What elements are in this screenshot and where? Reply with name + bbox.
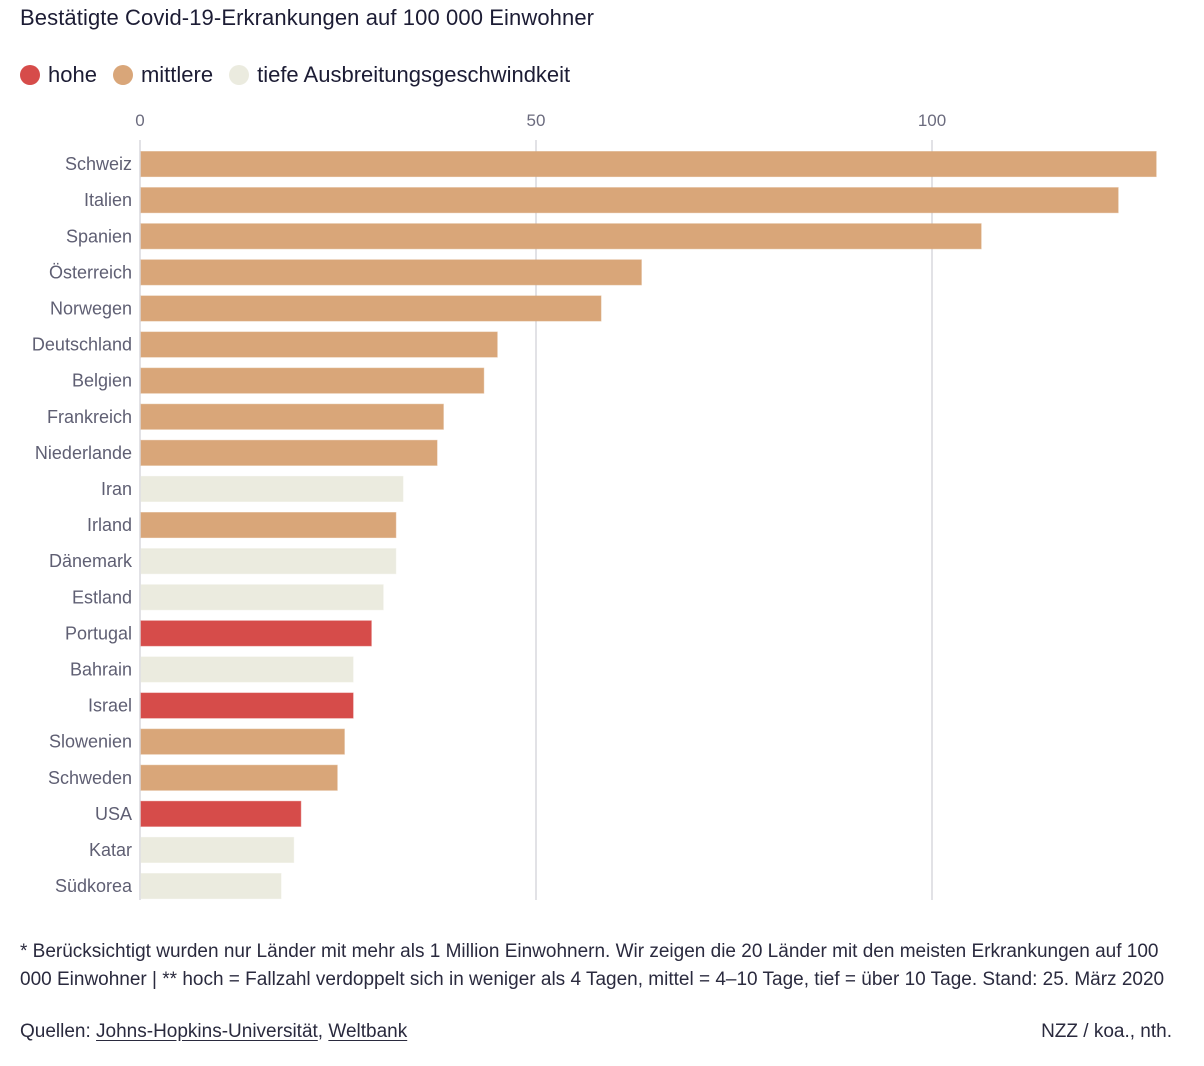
bar-portugal: [140, 620, 372, 647]
category-label: Niederlande: [35, 443, 132, 463]
chart-title: Bestätigte Covid-19-Erkrankungen auf 100…: [20, 5, 595, 30]
bar-frankreich: [140, 403, 444, 430]
bar-norwegen: [140, 295, 602, 322]
bar-usa: [140, 800, 302, 827]
bar-belgien: [140, 367, 485, 394]
bar-österreich: [140, 259, 642, 286]
bar-irland: [140, 512, 397, 539]
legend-dot-tief: [229, 65, 250, 85]
footnote: * Berücksichtigt wurden nur Länder mit m…: [20, 941, 1165, 990]
category-label: Iran: [101, 479, 132, 499]
bar-bahrain: [140, 656, 354, 683]
category-label: Estland: [72, 587, 132, 607]
category-label: Deutschland: [32, 335, 132, 355]
category-label: Katar: [89, 840, 132, 860]
bar-dänemark: [140, 548, 397, 575]
legend-item-hoch: hohe: [20, 62, 97, 88]
legend-label-mittel: mittlere: [140, 62, 214, 87]
category-label: Norwegen: [50, 298, 132, 318]
category-label: Schweden: [48, 768, 132, 788]
x-tick-label-0: 0: [135, 111, 144, 130]
category-label: Israel: [88, 696, 132, 716]
bar-niederlande: [140, 439, 438, 466]
category-label: Südkorea: [55, 876, 133, 896]
category-label: Österreich: [49, 262, 132, 282]
legend: hohe mittlere tiefe Ausbreitungsgeschwin…: [20, 62, 586, 88]
category-label: Irland: [87, 515, 132, 535]
category-label: Slowenien: [49, 732, 132, 752]
category-label: Dänemark: [49, 551, 133, 571]
bar-schweiz: [140, 151, 1157, 178]
bar-italien: [140, 187, 1119, 214]
category-label: Frankreich: [47, 407, 132, 427]
x-tick-label-100: 100: [918, 111, 946, 130]
source-link-jhu[interactable]: Johns-Hopkins-Universität: [96, 1021, 318, 1042]
bar-spanien: [140, 223, 982, 250]
bar-deutschland: [140, 331, 498, 358]
category-label: Portugal: [65, 623, 132, 643]
legend-dot-hoch: [20, 65, 40, 85]
sources: Quellen: Johns-Hopkins-Universität, Welt…: [20, 1021, 407, 1043]
legend-label-hoch: hohe: [48, 62, 97, 87]
bar-iran: [140, 475, 404, 502]
source-link-weltbank[interactable]: Weltbank: [328, 1021, 408, 1042]
legend-item-tief: tiefe Ausbreitungsgeschwindkeit: [229, 62, 570, 88]
legend-item-mittel: mittlere: [112, 62, 214, 88]
category-label: Schweiz: [65, 154, 132, 174]
legend-label-tief: tiefe Ausbreitungsgeschwindkeit: [257, 62, 571, 87]
bar-chart: 0 50 100 Schweiz Italien Spanien Österreich Nor…: [32, 111, 1157, 900]
category-label: Spanien: [66, 226, 132, 246]
bar-südkorea: [140, 873, 282, 900]
legend-dot-mittel: [112, 65, 133, 85]
category-label: Italien: [84, 190, 132, 210]
x-tick-label-50: 50: [527, 111, 546, 130]
credit: NZZ / koa., nth.: [1041, 1021, 1172, 1042]
bar-katar: [140, 836, 295, 863]
bar-slowenien: [140, 728, 345, 755]
category-label: Belgien: [72, 371, 132, 391]
bar-schweden: [140, 764, 338, 791]
category-label: Bahrain: [70, 659, 132, 679]
bar-israel: [140, 692, 354, 719]
sources-separator: ,: [317, 1021, 329, 1042]
category-label: USA: [95, 804, 132, 824]
sources-prefix: Quellen:: [20, 1021, 97, 1042]
bar-estland: [140, 584, 384, 611]
